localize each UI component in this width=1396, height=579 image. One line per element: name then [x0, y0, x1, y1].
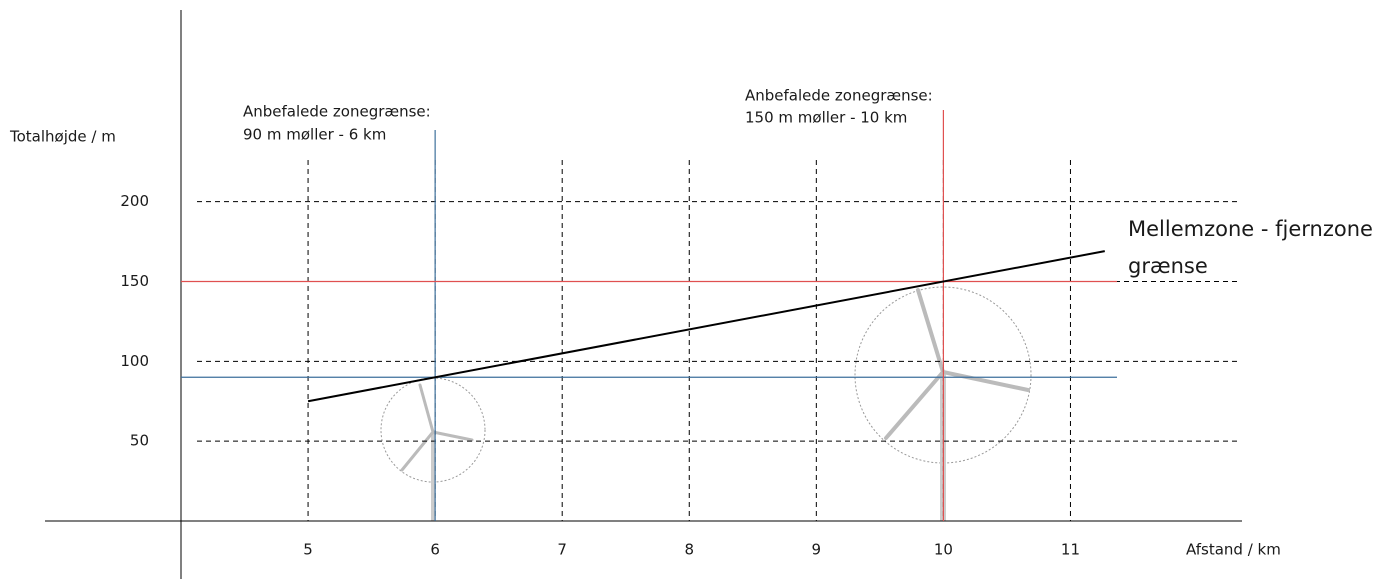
- annotation: grænse: [1128, 254, 1208, 278]
- annotation: Anbefalede zonegrænse:: [745, 87, 933, 105]
- annotation: Mellemzone - fjernzone: [1128, 217, 1373, 241]
- x-tick-label: 9: [812, 541, 822, 559]
- y-tick-label: 200: [120, 192, 149, 210]
- data-line: [308, 251, 1105, 401]
- x-tick-label: 10: [934, 541, 953, 559]
- annotation: Anbefalede zonegrænse:: [243, 103, 431, 121]
- y-axis-label: Totalhøjde / m: [9, 128, 116, 146]
- annotation: 90 m møller - 6 km: [243, 126, 386, 144]
- y-tick-label: 50: [130, 432, 149, 450]
- turbine-icons: [381, 287, 1031, 521]
- x-tick-label: 7: [557, 541, 567, 559]
- annotation: 150 m møller - 10 km: [745, 109, 907, 127]
- x-tick-label: 6: [430, 541, 440, 559]
- x-axis-label: Afstand / km: [1186, 541, 1281, 559]
- x-tick-label: 11: [1061, 541, 1080, 559]
- x-tick-label: 8: [684, 541, 694, 559]
- x-tick-label: 5: [303, 541, 313, 559]
- y-tick-label: 150: [120, 272, 149, 290]
- chart: Totalhøjde / m Afstand / km 50 100 150 200 5…: [0, 0, 1396, 579]
- y-tick-label: 100: [120, 352, 149, 370]
